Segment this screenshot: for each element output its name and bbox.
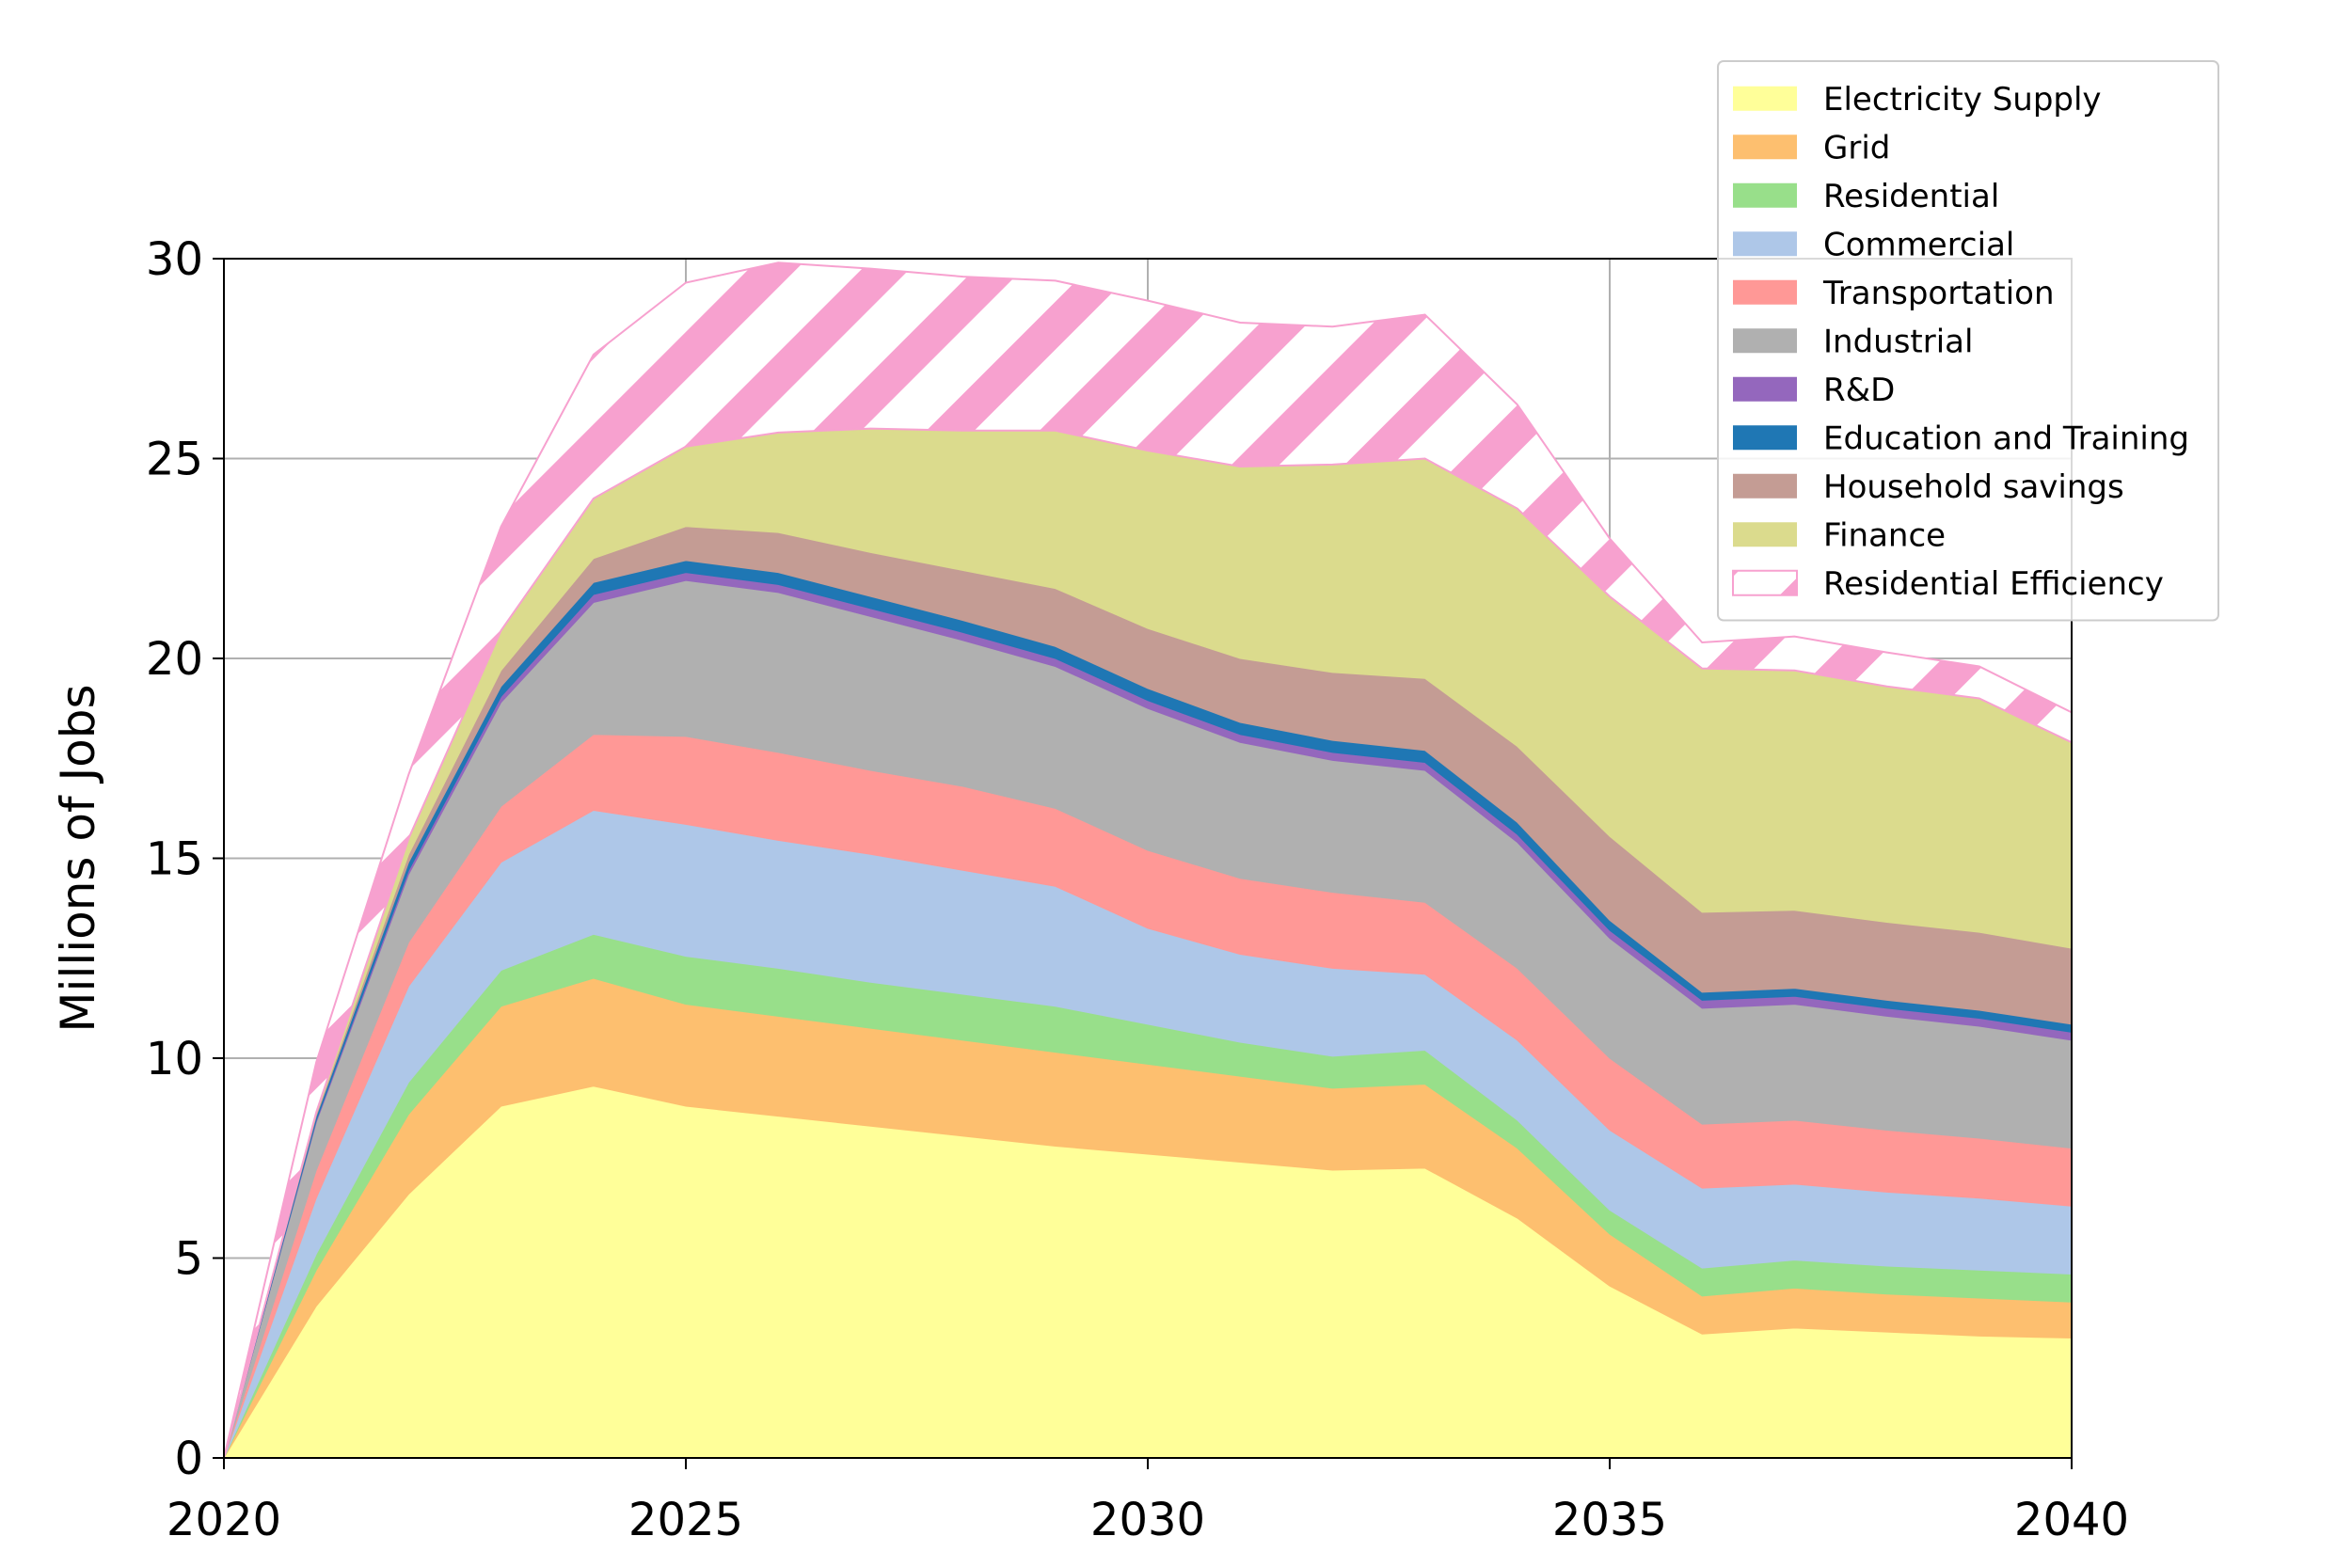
legend-swatch-finance bbox=[1733, 522, 1797, 547]
y-tick-label: 20 bbox=[146, 633, 203, 686]
y-tick-label: 10 bbox=[146, 1033, 203, 1085]
legend-label-residential: Residential bbox=[1823, 178, 1999, 215]
legend-label-education-and-training: Education and Training bbox=[1823, 420, 2189, 457]
y-tick-label: 5 bbox=[174, 1233, 203, 1286]
legend-label-household-savings: Household savings bbox=[1823, 468, 2124, 506]
legend-swatch-grid bbox=[1733, 135, 1797, 160]
legend-label-r-d: R&D bbox=[1823, 372, 1895, 409]
legend-swatch-education-and-training bbox=[1733, 425, 1797, 451]
x-tick-label: 2025 bbox=[628, 1494, 743, 1546]
legend-label-grid: Grid bbox=[1823, 129, 1890, 166]
legend-swatch-transportation bbox=[1733, 279, 1797, 305]
legend-swatch-residential bbox=[1733, 182, 1797, 208]
legend-label-industrial: Industrial bbox=[1823, 323, 1973, 360]
x-tick-label: 2035 bbox=[1552, 1494, 1667, 1546]
legend-swatch-r-d bbox=[1733, 376, 1797, 402]
area-residential-efficiency bbox=[224, 261, 2072, 1458]
y-tick-label: 0 bbox=[174, 1433, 203, 1485]
legend-swatch-commercial bbox=[1733, 231, 1797, 257]
legend-label-electricity-supply: Electricity Supply bbox=[1823, 81, 2102, 119]
legend-swatch-electricity-supply bbox=[1733, 86, 1797, 111]
y-tick-label: 25 bbox=[146, 434, 203, 486]
legend-swatch-residential-efficiency bbox=[1732, 569, 1798, 596]
x-tick-label: 2030 bbox=[1090, 1494, 1205, 1546]
legend-label-commercial: Commercial bbox=[1823, 226, 2014, 263]
y-tick-label: 30 bbox=[146, 233, 203, 286]
legend-label-finance: Finance bbox=[1823, 516, 1946, 554]
x-tick-label: 2020 bbox=[167, 1494, 281, 1546]
legend-box bbox=[1717, 60, 2219, 622]
y-axis-label: Millions of Jobs bbox=[51, 684, 105, 1032]
legend-label-residential-efficiency: Residential Efficiency bbox=[1823, 565, 2164, 603]
area-series bbox=[224, 261, 2072, 1458]
legend-swatch-household-savings bbox=[1733, 473, 1797, 499]
legend-swatch-industrial bbox=[1733, 328, 1797, 354]
legend: Electricity Supply Grid Residential Commerc… bbox=[1717, 60, 2219, 622]
x-tick-label: 2040 bbox=[2014, 1494, 2129, 1546]
y-tick-label: 15 bbox=[146, 833, 203, 886]
legend-label-transportation: Transportation bbox=[1822, 275, 2055, 312]
